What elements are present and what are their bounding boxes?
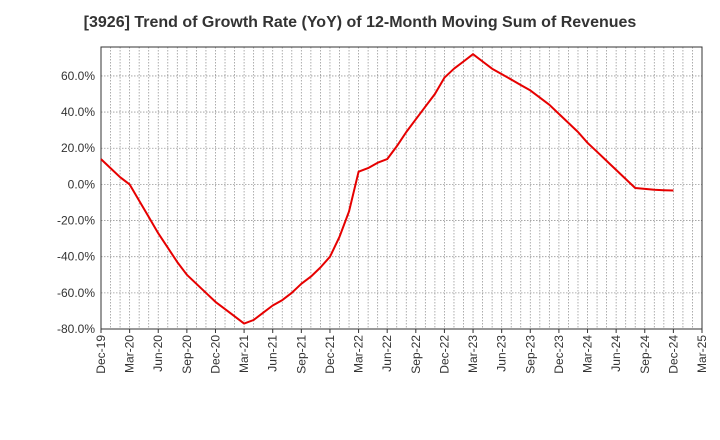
x-tick-label: Sep-22 [409,335,423,374]
x-tick-label: Sep-20 [180,335,194,374]
x-tick-label: Jun-21 [266,335,280,372]
x-tick-label: Sep-23 [523,335,537,374]
x-tick-label: Jun-20 [151,335,165,372]
grid-lines [100,47,703,330]
x-tick-label: Dec-20 [208,335,222,374]
x-tick-label: Mar-21 [237,335,251,373]
y-tick-label: -20.0% [57,214,95,228]
x-tick-label: Mar-24 [581,335,595,373]
x-tick-label: Dec-19 [94,335,108,374]
series-layer [100,53,674,325]
series-line [100,53,674,325]
x-tick-label: Mar-22 [352,335,366,373]
y-tick-label: 0.0% [68,177,96,191]
axes [100,46,703,333]
y-tick-label: -80.0% [57,322,95,336]
x-tick-label: Jun-24 [609,335,623,372]
x-tick-label: Jun-22 [380,335,394,372]
x-tick-label: Dec-22 [437,335,451,374]
y-tick-label: -40.0% [57,250,95,264]
x-tick-label: Sep-21 [294,335,308,374]
tick-labels: 60.0% 40.0% 20.0% 0.0% -20.0% -40.0% -60.0% -80… [57,69,709,374]
y-tick-label: 40.0% [61,105,95,119]
x-tick-label: Dec-21 [323,335,337,374]
plot-frame [100,46,703,330]
x-tick-label: Sep-24 [638,335,652,374]
x-tick-label: Dec-23 [552,335,566,374]
y-tick-label: 60.0% [61,69,95,83]
x-tick-label: Dec-24 [666,335,680,374]
x-tick-label: Mar-23 [466,335,480,373]
chart-title: [3926] Trend of Growth Rate (YoY) of 12-… [83,14,637,31]
x-tick-label: Jun-23 [495,335,509,372]
y-tick-label: 20.0% [61,141,95,155]
x-tick-label: Mar-25 [695,335,709,373]
y-tick-label: -60.0% [57,286,95,300]
x-tick-label: Mar-20 [123,335,137,373]
